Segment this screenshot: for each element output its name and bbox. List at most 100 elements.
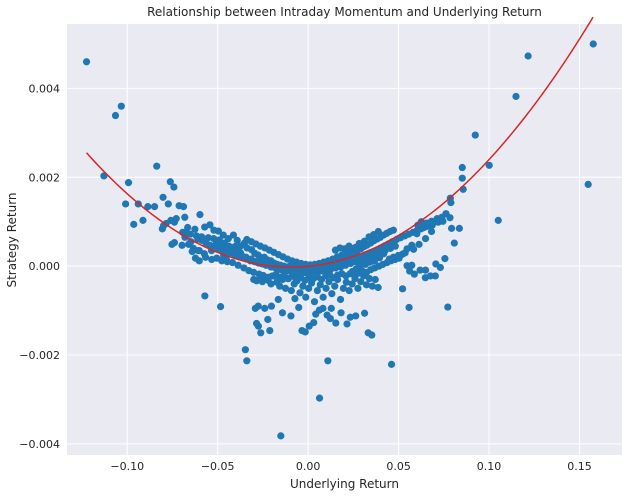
scatter-point [144, 203, 152, 211]
scatter-point [159, 193, 167, 201]
scatter-point [181, 213, 189, 221]
scatter-point [296, 289, 304, 297]
scatter-point [360, 309, 369, 317]
scatter-point [267, 302, 276, 310]
scatter-point [170, 183, 178, 191]
scatter-point [431, 272, 439, 280]
scatter-point [243, 235, 251, 244]
scatter-point [362, 281, 371, 289]
scatter-point [313, 287, 321, 295]
scatter-point [287, 287, 295, 295]
scatter-point [332, 319, 340, 327]
scatter-point [345, 287, 353, 295]
quadratic-fit-line [85, 16, 594, 268]
scatter-point [305, 284, 313, 292]
scatter-point [416, 266, 424, 274]
chart-title: Relationship between Intraday Momentum a… [147, 5, 542, 19]
y-tick-labels: −0.004 −0.002 0.000 0.002 0.004 [19, 82, 60, 450]
scatter-point [387, 360, 396, 368]
scatter-point [391, 242, 399, 250]
x-tick-label: 0.05 [386, 460, 411, 473]
scatter-point [276, 282, 284, 290]
scatter-point [194, 247, 202, 255]
scatter-point [215, 236, 223, 244]
scatter-point [182, 228, 190, 236]
scatter-point [447, 199, 455, 207]
y-tick-label: −0.002 [19, 349, 60, 362]
scatter-point [471, 131, 479, 139]
scatter-point [301, 328, 309, 336]
scatter-point [427, 227, 436, 236]
scatter-point [485, 161, 493, 169]
scatter-point [433, 215, 441, 223]
scatter-point [512, 92, 520, 101]
scatter-point [312, 310, 320, 318]
x-tick-label: 0.10 [477, 460, 502, 473]
scatter-point [365, 233, 373, 241]
y-axis-label: Strategy Return [5, 192, 19, 287]
scatter-point [405, 303, 413, 312]
scatter-point [264, 315, 272, 324]
scatter-point [362, 241, 371, 249]
scatter-point [446, 214, 454, 222]
scatter-point [444, 303, 452, 311]
scatter-point [336, 295, 345, 304]
scatter-point [408, 261, 416, 269]
scatter-point [274, 295, 282, 304]
scatter-point [455, 224, 463, 232]
scatter-point [287, 312, 295, 320]
scatter-point [322, 284, 330, 292]
scatter-point [228, 259, 237, 267]
scatter-point [139, 216, 147, 224]
scatter-point [371, 275, 379, 284]
scatter-point [395, 254, 403, 262]
scatter-point [201, 292, 209, 300]
scatter-point [327, 304, 335, 312]
scatter-point [410, 245, 418, 253]
scatter-point [441, 255, 449, 263]
scatter-point [352, 312, 360, 320]
scatter-point [277, 432, 285, 440]
scatter-point [295, 303, 303, 312]
scatter-point [589, 40, 597, 48]
scatter-point [447, 224, 456, 232]
scatter-point [319, 304, 327, 312]
scatter-point [153, 162, 161, 170]
scatter-point [315, 394, 324, 402]
scatter-point [166, 178, 174, 186]
scatter-point [219, 231, 227, 239]
scatter-point [130, 220, 138, 228]
scatter-point [324, 357, 332, 365]
scatter-point [365, 275, 374, 283]
scatter-point [319, 293, 327, 301]
scatter-point [254, 322, 262, 330]
scatter-point [216, 302, 225, 311]
scatter-point [374, 283, 382, 292]
scatter-point [178, 241, 186, 249]
scatter-point [188, 247, 196, 256]
scatter-point [250, 268, 258, 276]
scatter-point [210, 235, 218, 243]
scatter-point [343, 320, 351, 328]
scatter-point [524, 52, 532, 60]
scatter-point [337, 309, 345, 317]
scatter-point [168, 240, 176, 248]
scatter-point [361, 260, 370, 268]
scatter-point [398, 285, 407, 293]
scatter-point [117, 102, 125, 110]
x-tick-label: 0.15 [567, 460, 592, 473]
scatter-point [266, 326, 274, 335]
scatter-point [201, 253, 210, 261]
scatter-point [355, 239, 363, 248]
scatter-point [584, 180, 592, 188]
scatter-point [257, 329, 265, 337]
scatter-point [243, 357, 251, 365]
scatter-point [170, 218, 179, 226]
scatter-point [331, 282, 339, 290]
x-tick-label: −0.10 [110, 460, 144, 473]
scatter-point [421, 266, 430, 274]
y-tick-label: 0.004 [29, 82, 61, 95]
scatter-point [122, 200, 130, 208]
